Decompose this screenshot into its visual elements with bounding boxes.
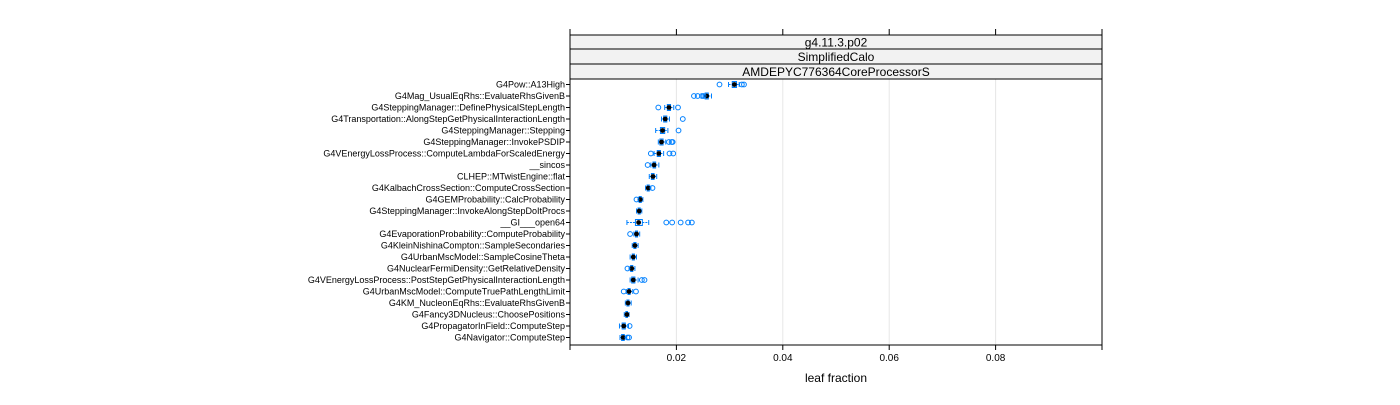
outlier-13-0 <box>627 231 634 237</box>
y-label-14: G4KleinNishinaCompton::SampleSecondaries <box>381 241 566 251</box>
y-label-15: G4UrbanMscModel::SampleCosineTheta <box>401 252 565 262</box>
median-3 <box>662 116 668 122</box>
median-11 <box>636 208 642 214</box>
outlier-12-0 <box>663 219 670 226</box>
outlier-22-1 <box>626 334 632 341</box>
outlier-12-1 <box>669 219 676 226</box>
panel-border <box>569 78 1103 346</box>
outlier-18-0 <box>620 288 627 295</box>
outlier-6-2 <box>670 150 677 157</box>
x-axis: 0.02 0.04 0.06 0.08 <box>569 29 1103 364</box>
median-2 <box>666 105 672 110</box>
outlier-1-1 <box>694 93 701 99</box>
outlier-2-1 <box>675 104 681 111</box>
outlier-12-2 <box>677 219 684 226</box>
median-13 <box>634 231 639 237</box>
y-label-18: G4UrbanMscModel::ComputeTruePathLengthLi… <box>363 287 566 297</box>
median-8 <box>650 174 656 179</box>
outlier-0-1 <box>738 81 745 88</box>
outlier-21-0 <box>626 323 633 329</box>
median-19 <box>625 300 631 306</box>
strip-label-3: AMDEPYC776364CoreProcessorS <box>742 65 929 79</box>
strip-label-1: g4.11.3.p02 <box>805 36 868 50</box>
y-label-12: __GI___open64 <box>499 218 565 228</box>
y-label-19: G4KM_NucleonEqRhs::EvaluateRhsGivenB <box>389 298 565 308</box>
y-label-4: G4SteppingManager::Stepping <box>441 126 565 136</box>
y-label-8: CLHEP::MTwistEngine::flat <box>457 172 566 182</box>
grid-lines <box>675 79 997 345</box>
median-14 <box>632 243 638 248</box>
outlier-0-2 <box>741 81 747 88</box>
outlier-17-1 <box>641 277 648 283</box>
x-tick-label-1: 0.04 <box>773 353 793 364</box>
y-label-21: G4PropagatorInField::ComputeStep <box>421 321 565 331</box>
y-label-20: G4Fancy3DNucleus::ChoosePositions <box>412 310 566 320</box>
outlier-6-1 <box>666 150 673 157</box>
x-axis-title: leaf fraction <box>805 371 867 385</box>
strip-headers: g4.11.3.p02 SimplifiedCalo AMDEPYC776364… <box>569 34 1103 80</box>
outlier-1-0 <box>691 93 697 99</box>
outlier-18-1 <box>633 288 639 295</box>
y-label-6: G4VEnergyLossProcess::ComputeLambdaForSc… <box>323 149 565 159</box>
y-label-7: __sincos <box>528 160 565 170</box>
median-12 <box>636 220 642 225</box>
median-20 <box>624 312 630 317</box>
median-21 <box>621 323 627 329</box>
y-label-22: G4Navigator::ComputeStep <box>454 333 565 343</box>
median-9 <box>645 185 651 191</box>
y-axis-labels: G4Pow::A13HighG4Mag_UsualEqRhs::Evaluate… <box>308 80 570 343</box>
y-label-16: G4NuclearFermiDensity::GetRelativeDensit… <box>387 264 566 274</box>
x-tick-label-0: 0.02 <box>667 353 687 364</box>
median-4 <box>660 128 665 133</box>
y-label-17: G4VEnergyLossProcess::PostStepGetPhysica… <box>308 275 565 285</box>
box-12 <box>634 219 643 226</box>
median-6 <box>656 151 662 156</box>
outlier-5-2 <box>669 139 676 145</box>
outlier-7-0 <box>644 162 651 168</box>
y-label-1: G4Mag_UsualEqRhs::EvaluateRhsGivenB <box>395 91 565 101</box>
median-7 <box>651 162 657 168</box>
outlier-10-0 <box>633 196 640 203</box>
y-label-10: G4GEMProbability::CalcProbability <box>425 195 565 205</box>
y-label-0: G4Pow::A13High <box>496 80 565 90</box>
outlier-0-0 <box>716 81 723 88</box>
outlier-2-0 <box>655 104 662 111</box>
outlier-12-3 <box>685 219 692 226</box>
outlier-1-3 <box>700 93 707 99</box>
outlier-6-0 <box>647 150 654 157</box>
outlier-3-0 <box>679 116 686 122</box>
outlier-16-0 <box>624 265 631 272</box>
strip-label-2: SimplifiedCalo <box>798 50 875 64</box>
outlier-5-0 <box>666 139 672 145</box>
outlier-17-0 <box>638 277 645 283</box>
median-16 <box>629 266 635 271</box>
outlier-12-4 <box>688 219 695 226</box>
y-label-9: G4KalbachCrossSection::ComputeCrossSecti… <box>372 183 565 193</box>
y-label-2: G4SteppingManager::DefinePhysicalStepLen… <box>371 103 565 113</box>
median-22 <box>620 335 626 340</box>
median-17 <box>630 277 636 283</box>
y-label-5: G4SteppingManager::InvokePSDIP <box>423 137 565 147</box>
box-series <box>618 81 747 341</box>
median-5 <box>659 139 664 145</box>
x-tick-label-2: 0.06 <box>879 353 899 364</box>
outlier-4-0 <box>675 127 682 134</box>
y-label-11: G4SteppingManager::InvokeAlongStepDoItPr… <box>369 206 565 216</box>
outlier-9-0 <box>649 185 656 191</box>
median-15 <box>630 254 636 260</box>
median-18 <box>626 289 632 294</box>
x-tick-label-3: 0.08 <box>986 353 1006 364</box>
y-label-13: G4EvaporationProbability::ComputeProbabi… <box>379 229 565 239</box>
y-label-3: G4Transportation::AlongStepGetPhysicalIn… <box>331 114 565 124</box>
median-0 <box>731 82 737 87</box>
